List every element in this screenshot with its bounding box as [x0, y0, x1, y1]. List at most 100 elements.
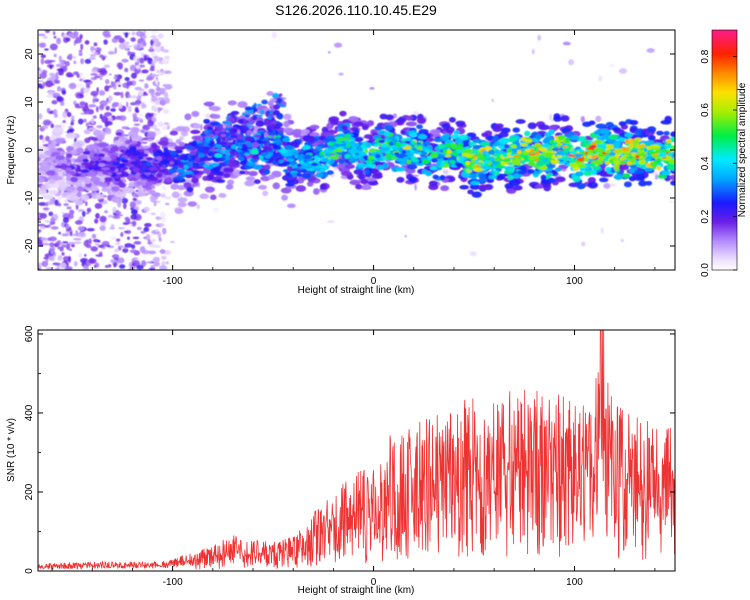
spectrogram-noise-blob: [50, 247, 55, 255]
spectrogram-ridge-blob: [301, 172, 311, 179]
spectrogram-ridge-blob: [112, 162, 120, 166]
spectrogram-ridge-blob: [603, 157, 609, 162]
spectrogram-ridge-blob: [186, 161, 193, 167]
spectrogram-ridge-blob: [564, 137, 570, 144]
spectrogram-noise-blob: [74, 220, 83, 225]
spectrogram-ridge-blob: [576, 182, 586, 190]
spectrogram-ridge-blob: [301, 129, 311, 134]
spectrogram-ridge-blob: [670, 180, 675, 186]
spectrogram-ridge-blob: [449, 159, 456, 164]
spectrogram-ridge-blob: [517, 156, 522, 161]
colorbar-ticks: 0.00.20.40.60.8: [700, 49, 737, 277]
spectrogram-noise-blob: [137, 91, 144, 97]
spectrogram-noise-blob: [79, 34, 83, 40]
spectrogram-spur-blob: [261, 99, 268, 105]
spectrogram-ridge-blob: [503, 144, 510, 149]
spectrogram-spur-blob: [219, 124, 224, 132]
spectrogram-noise-blob: [65, 72, 73, 78]
spectrogram-noise-blob: [414, 183, 417, 191]
spectrogram-ridge-blob: [490, 166, 496, 171]
spectrogram-ridge-blob: [496, 173, 506, 180]
spectrogram-spur-blob: [256, 121, 261, 127]
spectrogram-noise-blob: [145, 77, 154, 81]
spectrogram-spur-blob: [259, 109, 265, 115]
spectrogram-ridge-blob: [121, 159, 129, 163]
spectrogram-ridge-blob: [286, 165, 293, 171]
spectrogram-ridge-blob: [237, 145, 243, 149]
spectrogram-noise-blob: [78, 252, 82, 259]
spectrogram-noise-blob: [38, 80, 44, 83]
spectrogram-ridge-blob: [636, 145, 642, 149]
spectrogram-ridge-blob: [506, 188, 517, 194]
spectrogram-noise-blob: [53, 79, 61, 84]
spectrogram-noise-blob: [61, 252, 65, 256]
spectrogram-ridge-blob: [178, 163, 185, 169]
spectrogram-noise-blob: [86, 212, 90, 215]
spectrogram-spur-blob: [207, 126, 213, 131]
spectrogram-ridge-blob: [173, 179, 180, 184]
spectrogram-noise-blob: [92, 98, 96, 104]
spectrogram-noise-blob: [62, 120, 66, 124]
spectrogram-ridge-blob: [266, 91, 274, 96]
spectrogram-ridge-blob: [170, 150, 177, 156]
spectrogram-spur-blob: [233, 128, 237, 133]
spectrogram-ridge-blob: [364, 169, 370, 175]
spectrogram-noise-blob: [159, 265, 168, 270]
spectrogram-ridge-blob: [362, 155, 369, 160]
spectrogram-ridge-blob: [628, 175, 636, 182]
spectrogram-spur-blob: [208, 142, 215, 147]
spectrogram-ridge-blob: [429, 166, 438, 170]
spectrogram-ridge-blob: [458, 156, 465, 162]
spectrogram-noise-blob: [581, 241, 586, 247]
spectrogram-ridge-blob: [630, 164, 637, 169]
spectrogram-noise-blob: [62, 217, 70, 224]
spectrogram-noise-blob: [114, 242, 121, 246]
spectrogram-ridge-blob: [646, 126, 657, 133]
spectrogram-ridge-blob: [191, 135, 203, 141]
spectrogram-ridge-blob: [111, 186, 120, 192]
spectrogram-noise-blob: [98, 251, 103, 257]
spectrogram-ridge-blob: [349, 141, 357, 145]
spectrogram-ridge-blob: [614, 143, 621, 148]
spectrogram-spur-blob: [251, 131, 255, 135]
spectrogram-ridge-blob: [237, 156, 245, 162]
spectrogram-ridge-blob: [38, 188, 47, 195]
spectrogram-noise-blob: [62, 111, 68, 119]
spectrogram-noise-blob: [327, 51, 331, 54]
spectrogram-ridge-blob: [54, 165, 62, 169]
spectrogram-ridge-blob: [227, 100, 237, 106]
spectrogram-ridge-blob: [456, 149, 463, 154]
spectrogram-ridge-blob: [560, 115, 570, 122]
spectrogram-ridge-blob: [527, 168, 535, 174]
spectrogram-ridge-blob: [168, 168, 177, 174]
spectrogram-ridge-blob: [252, 164, 263, 170]
spectrogram-noise-blob: [610, 183, 616, 187]
spectrogram-ridge-blob: [517, 170, 527, 175]
snr-y-tick-label: 200: [24, 483, 35, 500]
spectrogram-ridge-blob: [511, 159, 520, 165]
spectrogram-ridge-blob: [634, 129, 642, 136]
spectrogram-noise-blob: [152, 38, 160, 42]
colorbar-tick-label: 0.4: [700, 156, 711, 170]
spectrogram-noise-blob: [114, 74, 119, 78]
spectrogram-ridge-blob: [151, 142, 158, 149]
spectrogram-ridge-blob: [156, 156, 163, 162]
spectrogram-x-tick-label: 100: [566, 276, 583, 287]
spectrogram-noise-blob: [99, 69, 108, 76]
spectrogram-ridge-blob: [637, 140, 648, 145]
snr-x-ticks: -100 0 100: [51, 330, 656, 588]
spectrogram-noise-blob: [110, 108, 116, 112]
spectrogram-spur-blob: [265, 110, 270, 114]
spectrogram-x-label: Height of straight line (km): [298, 285, 415, 296]
spectrogram-spur-blob: [204, 136, 211, 143]
spectrogram-ridge-blob: [308, 135, 316, 142]
spectrogram-noise-blob: [78, 231, 87, 238]
spectrogram-noise-blob: [158, 223, 165, 227]
spectrogram-ridge-blob: [199, 193, 210, 200]
spectrogram-ridge-blob: [391, 146, 401, 150]
spectrogram-noise-blob: [126, 236, 130, 240]
spectrogram-ridge-blob: [518, 165, 527, 172]
spectrogram-ridge-blob: [40, 184, 47, 191]
spectrogram-spur-blob: [256, 139, 261, 142]
spectrogram-ridge-blob: [388, 141, 394, 147]
